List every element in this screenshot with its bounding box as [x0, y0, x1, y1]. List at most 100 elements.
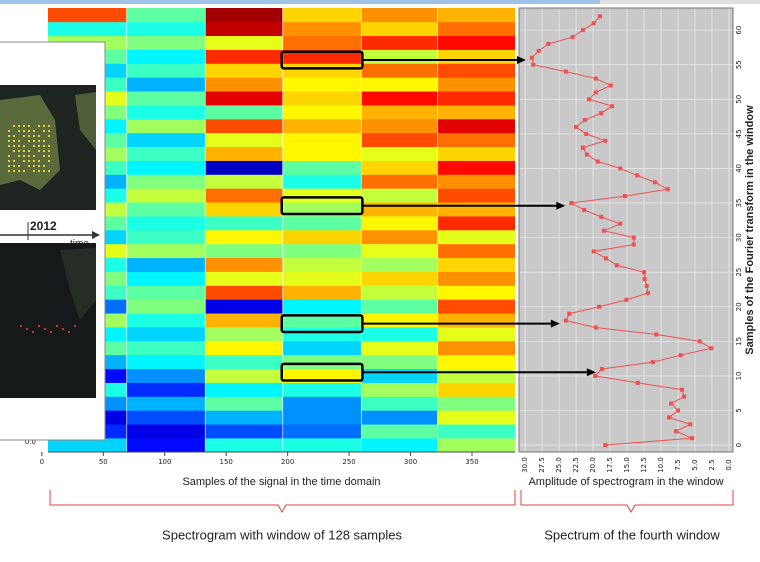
dot — [43, 165, 45, 167]
heat-cell — [361, 230, 438, 245]
dot — [20, 325, 22, 327]
spectrum-point — [642, 277, 647, 282]
heat-cell — [205, 119, 283, 134]
y-tick-label: 0 — [735, 443, 743, 447]
dot — [48, 155, 50, 157]
heat-cell — [205, 382, 283, 397]
dot — [50, 331, 52, 333]
map-dots — [8, 125, 50, 172]
dot — [13, 160, 15, 162]
spectrum-point — [569, 201, 574, 206]
dot — [43, 155, 45, 157]
spectrum-point — [584, 152, 589, 157]
spectrum-point — [635, 380, 640, 385]
y-tick-label: 40 — [735, 164, 743, 173]
spectrum-point — [669, 401, 674, 406]
heat-cell — [361, 146, 438, 161]
dot — [18, 170, 20, 172]
heat-cell — [361, 354, 438, 370]
heat-cell — [126, 341, 206, 356]
heat-cell — [282, 49, 362, 64]
dot — [43, 145, 45, 147]
y-tick-label: 60 — [735, 26, 743, 35]
heat-cell — [48, 438, 127, 453]
heat-cell — [437, 174, 515, 189]
dot — [38, 145, 40, 147]
spectrum-point — [618, 166, 623, 171]
heat-cell — [437, 160, 515, 175]
dot — [18, 150, 20, 152]
dot — [23, 145, 25, 147]
dot — [23, 135, 25, 137]
heat-cell — [437, 91, 515, 106]
spectrum-point — [593, 76, 598, 81]
dot — [38, 135, 40, 137]
dot — [33, 140, 35, 142]
heat-cell — [437, 410, 515, 425]
x-tick-label: 10.0 — [657, 457, 665, 473]
heat-cell — [361, 188, 438, 203]
arrow-head — [516, 56, 526, 65]
heat-cell — [282, 160, 362, 175]
dot — [48, 125, 50, 127]
spectrum-point — [622, 194, 627, 199]
heat-cell — [282, 174, 362, 189]
spectrum-point — [597, 304, 602, 309]
spectrum-point — [624, 297, 629, 302]
heat-cell — [126, 396, 206, 411]
x-tick-label: 25.0 — [555, 457, 563, 473]
y-tick-label: 10 — [735, 371, 743, 380]
spectrum-point — [574, 124, 579, 129]
heat-cell — [361, 243, 438, 259]
heat-cell — [282, 424, 362, 439]
heat-cell — [361, 396, 438, 411]
spectrum-point — [680, 387, 685, 392]
heat-cell — [282, 285, 362, 300]
dot — [43, 130, 45, 132]
spectrum-point — [599, 367, 604, 372]
heat-cell — [437, 424, 515, 439]
heat-cell — [437, 202, 515, 217]
heat-cell — [126, 299, 206, 314]
dot — [48, 160, 50, 162]
heat-cell — [361, 105, 438, 120]
heat-cell — [282, 230, 362, 245]
dot — [8, 135, 10, 137]
heat-cell — [126, 271, 206, 286]
brace — [520, 490, 734, 514]
spectrum-point — [665, 187, 670, 192]
heat-cell — [361, 410, 438, 425]
spectrum-point — [570, 35, 575, 40]
heat-cell — [361, 438, 438, 453]
heat-cell — [126, 243, 206, 259]
arrow-head — [556, 201, 566, 210]
heat-cell — [282, 382, 362, 397]
y-tick-label: 55 — [735, 60, 743, 69]
heat-cell — [437, 77, 515, 92]
dot — [68, 331, 70, 333]
x-axis-label: Amplitude of spectrogram in the window — [528, 476, 723, 488]
heat-cell — [437, 243, 515, 259]
heat-cell — [361, 160, 438, 175]
highlight-box — [280, 362, 364, 382]
dot — [28, 125, 30, 127]
spectrum-point — [582, 118, 587, 123]
heat-cell — [437, 216, 515, 231]
caption: Spectrum of the fourth window — [544, 527, 720, 542]
dot — [23, 160, 25, 162]
heat-cell — [205, 313, 283, 328]
dot — [13, 125, 15, 127]
heat-cell — [361, 313, 438, 328]
heat-cell — [126, 424, 206, 439]
spectrum-point — [618, 221, 623, 226]
spectrum-point — [599, 111, 604, 116]
dot — [28, 160, 30, 162]
heat-cell — [48, 21, 127, 37]
dot — [33, 165, 35, 167]
dot — [18, 155, 20, 157]
highlight-box — [280, 196, 364, 216]
spectrum-point — [644, 284, 649, 289]
heat-cell — [205, 327, 283, 342]
dot — [8, 130, 10, 132]
